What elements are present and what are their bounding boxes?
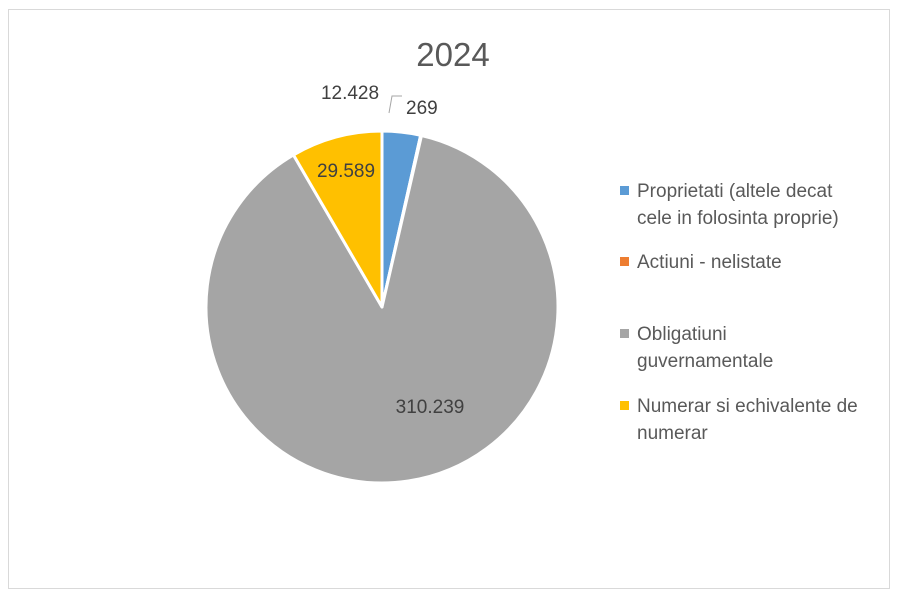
legend-label-numerar-line1: Numerar si echivalente de bbox=[637, 396, 858, 417]
legend-swatch-numerar bbox=[620, 401, 629, 410]
data-labels: 12.428 269 310.239 29.589 bbox=[317, 83, 464, 418]
leader-line bbox=[388, 95, 402, 114]
legend-label-proprietati-line2: cele in folosinta proprie) bbox=[637, 208, 839, 229]
legend-label-obligatiuni-line2: guvernamentale bbox=[637, 351, 773, 372]
legend-swatch-proprietati bbox=[620, 186, 629, 195]
legend-label-obligatiuni-line1: Obligatiuni bbox=[637, 324, 727, 345]
pie-slice-obligatiuni bbox=[204, 133, 560, 485]
pie-slice-numerar bbox=[291, 129, 384, 309]
chart-title: 2024 bbox=[416, 36, 489, 73]
legend-swatch-actiuni bbox=[620, 257, 629, 266]
data-label-obligatiuni: 310.239 bbox=[396, 397, 465, 418]
data-label-actiuni: 269 bbox=[406, 98, 438, 119]
pie-slices bbox=[204, 129, 560, 485]
legend-label-proprietati-line1: Proprietati (altele decat bbox=[637, 181, 833, 202]
legend-label-actiuni-line1: Actiuni - nelistate bbox=[637, 252, 782, 273]
data-label-numerar: 29.589 bbox=[317, 161, 375, 182]
legend-label-numerar-line2: numerar bbox=[637, 423, 708, 444]
legend: Proprietati (altele decat cele in folosin… bbox=[620, 181, 858, 444]
legend-swatch-obligatiuni bbox=[620, 329, 629, 338]
data-label-proprietati: 12.428 bbox=[321, 83, 379, 104]
